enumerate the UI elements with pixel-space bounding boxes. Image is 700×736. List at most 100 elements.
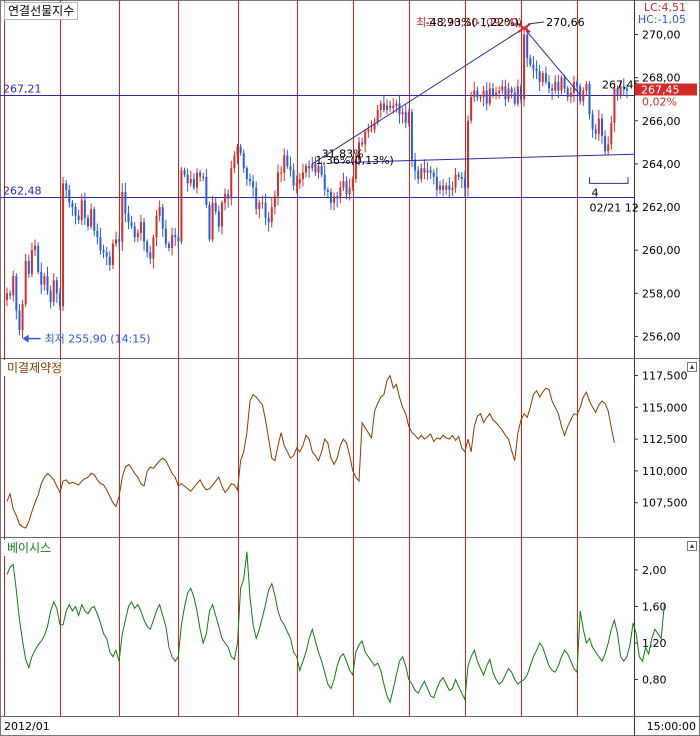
- candle-body: [407, 112, 410, 123]
- candle-body: [582, 90, 585, 102]
- low-marker-arrowhead-icon: [22, 334, 29, 343]
- candle-body: [255, 187, 258, 210]
- candle-body: [323, 174, 326, 190]
- candle-body: [252, 181, 255, 188]
- candle-body: [62, 183, 65, 307]
- candle-body: [579, 86, 582, 102]
- candle-body: [382, 103, 385, 110]
- candle-body: [224, 194, 227, 203]
- candle-body: [613, 88, 616, 123]
- candle-body: [80, 200, 83, 220]
- candle-body: [392, 105, 395, 108]
- candle-body: [423, 168, 426, 173]
- panel-title-open-interest[interactable]: 미결제약정: [4, 360, 66, 376]
- candle-body: [270, 207, 273, 223]
- candle-body: [295, 183, 298, 186]
- high-annotation: 최고 270,30 (09:00): [416, 16, 522, 29]
- candle-body: [538, 71, 541, 82]
- candle-body: [24, 260, 27, 305]
- candle-body: [619, 86, 622, 95]
- candle-body: [432, 172, 435, 177]
- candle-body: [576, 81, 579, 87]
- candle-body: [202, 176, 205, 178]
- candle-body: [510, 88, 513, 93]
- candle-body: [115, 239, 118, 244]
- collapse-icon-oi[interactable]: ▴: [687, 362, 697, 372]
- candle-body: [329, 191, 332, 203]
- candle-body: [143, 222, 146, 242]
- candle-body: [211, 202, 214, 240]
- y-tick-label: 264,00: [642, 158, 681, 171]
- candle-body: [227, 194, 230, 199]
- candle-body: [40, 271, 43, 285]
- candle-body: [616, 88, 619, 95]
- candle-body: [529, 58, 532, 65]
- candle-body: [136, 232, 139, 238]
- y-tick-label: 107,500: [642, 497, 688, 510]
- candle-body: [199, 172, 202, 177]
- candle-body: [174, 235, 177, 238]
- candle-body: [445, 185, 448, 190]
- candle-body: [563, 77, 566, 89]
- trend-mid-overlap-label: 31,83%: [322, 147, 364, 160]
- y-tick-label: 270,00: [642, 29, 681, 42]
- candle-body: [248, 179, 251, 182]
- candle-body: [230, 168, 233, 199]
- candle-body: [93, 209, 96, 231]
- candle-body: [30, 250, 33, 274]
- candle-body: [451, 187, 454, 190]
- candle-body: [280, 172, 283, 174]
- candle-body: [604, 135, 607, 151]
- candle-body: [127, 213, 130, 223]
- x-axis-end-label: 15:00:00: [647, 720, 696, 733]
- trend-mid-label: 1,36%(0,13%): [315, 154, 393, 167]
- candle-body: [183, 170, 186, 175]
- y-tick-label: 258,00: [642, 287, 681, 300]
- candle-body: [68, 189, 71, 203]
- candle-body: [625, 88, 628, 91]
- candle-body: [395, 103, 398, 106]
- candle-body: [55, 280, 58, 294]
- candle-body: [591, 114, 594, 130]
- candle-body: [519, 86, 522, 100]
- candle-body: [507, 88, 510, 100]
- candle-body: [560, 77, 563, 91]
- candle-body: [6, 293, 8, 300]
- candle-body: [326, 189, 329, 192]
- candle-body: [498, 90, 501, 93]
- panel-title-basis[interactable]: 베이시스: [4, 540, 55, 556]
- candle-body: [557, 81, 560, 91]
- candle-body: [476, 90, 479, 98]
- candle-body: [158, 207, 161, 216]
- current-inline-label: 267,45: [602, 78, 641, 91]
- candle-body: [205, 176, 208, 205]
- candle-body: [470, 97, 473, 121]
- candle-body: [460, 176, 463, 179]
- candle-body: [180, 170, 183, 242]
- trend-end-label: 270,66: [546, 16, 585, 29]
- candle-body: [404, 112, 407, 123]
- trend-line: [312, 27, 525, 165]
- collapse-icon-basis[interactable]: ▴: [687, 541, 697, 551]
- candle-body: [532, 64, 535, 70]
- y-tick-label: 1,60: [642, 600, 667, 613]
- candle-body: [410, 112, 413, 160]
- candle-body: [588, 84, 591, 115]
- candle-body: [77, 215, 80, 220]
- candle-body: [52, 280, 55, 302]
- candle-body: [49, 291, 52, 302]
- candle-body: [336, 196, 339, 199]
- annotation-leader: [528, 21, 545, 25]
- candle-body: [454, 174, 457, 188]
- candle-body: [373, 122, 376, 130]
- candle-body: [164, 228, 167, 244]
- panel-title-futures-index[interactable]: 연결선물지수: [4, 2, 79, 20]
- candle-body: [277, 172, 280, 197]
- candle-body: [71, 202, 74, 208]
- candle-body: [34, 245, 37, 251]
- candle-body: [283, 155, 286, 173]
- candle-body: [554, 81, 557, 91]
